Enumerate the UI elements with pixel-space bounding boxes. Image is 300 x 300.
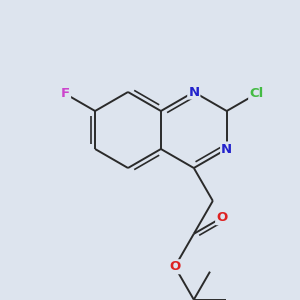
Text: F: F (61, 87, 70, 101)
Text: N: N (188, 85, 200, 98)
Text: Cl: Cl (249, 87, 263, 101)
Text: O: O (169, 260, 180, 273)
Text: N: N (221, 142, 232, 155)
Text: O: O (216, 211, 227, 224)
